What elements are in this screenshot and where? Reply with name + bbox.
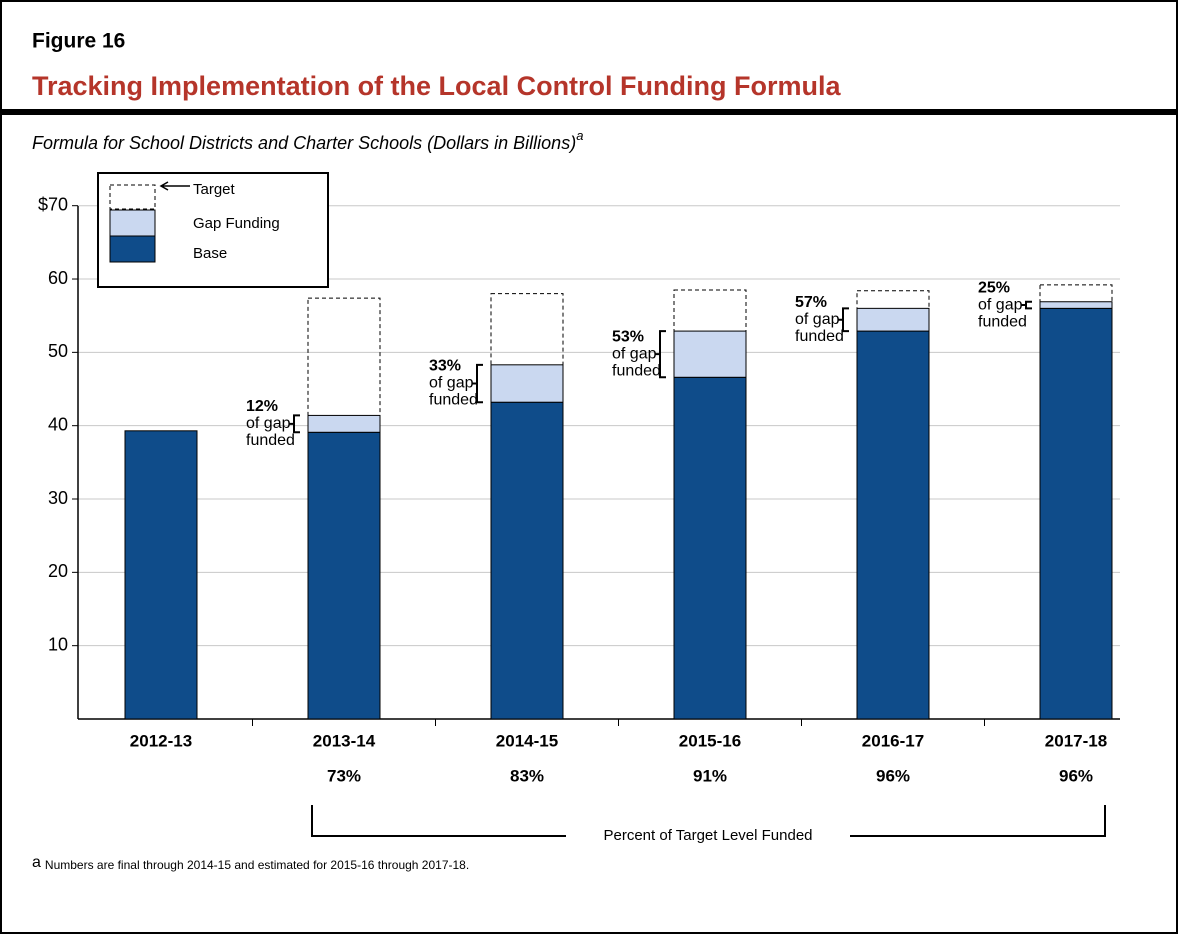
gap-bar bbox=[1039, 301, 1113, 309]
target-funded-pct: 91% bbox=[693, 766, 727, 785]
chart-title: Tracking Implementation of the Local Con… bbox=[32, 71, 842, 101]
gap-bar bbox=[673, 330, 747, 378]
gap-bar bbox=[856, 307, 930, 332]
gap-bar bbox=[307, 414, 381, 433]
legend-swatch bbox=[109, 184, 156, 210]
gap-bracket bbox=[472, 363, 483, 404]
y-tick-label: 50 bbox=[48, 341, 68, 361]
legend-label: Base bbox=[193, 245, 227, 262]
base-bar bbox=[1039, 307, 1113, 720]
target-funded-label-bg bbox=[566, 826, 850, 846]
legend-swatch bbox=[109, 209, 156, 237]
x-tick-label: 2015-16 bbox=[679, 731, 741, 750]
x-tick-label: 2013-14 bbox=[313, 731, 376, 750]
figure-label: Figure 16 bbox=[32, 30, 125, 53]
y-tick-label: 60 bbox=[48, 268, 68, 288]
subtitle-marker: a bbox=[576, 128, 583, 143]
gap-funded-text: of gap bbox=[978, 296, 1023, 313]
gap-funded-text: of gap bbox=[612, 345, 657, 362]
base-bar bbox=[490, 401, 564, 720]
y-tick-label: 10 bbox=[48, 634, 68, 654]
base-bar bbox=[673, 376, 747, 720]
legend-arrow bbox=[159, 181, 190, 191]
gap-bracket bbox=[838, 307, 849, 333]
y-tick-label: $70 bbox=[38, 194, 68, 214]
gap-funded-pct: 25% bbox=[978, 279, 1010, 296]
y-tick-label: 20 bbox=[48, 561, 68, 581]
x-tick-label: 2014-15 bbox=[496, 731, 558, 750]
legend-label: Gap Funding bbox=[193, 215, 280, 232]
gap-funded-text: funded bbox=[978, 313, 1027, 330]
gap-bracket bbox=[1021, 300, 1032, 310]
gap-bracket bbox=[289, 414, 300, 434]
gap-funded-pct: 53% bbox=[612, 328, 644, 345]
subtitle-text: Formula for School Districts and Charter… bbox=[32, 133, 576, 153]
target-funded-label: Percent of Target Level Funded bbox=[603, 827, 812, 844]
y-tick-label: 30 bbox=[48, 488, 68, 508]
footnote: a Numbers are final through 2014-15 and e… bbox=[32, 854, 469, 872]
gap-bracket bbox=[655, 330, 666, 379]
x-tick-label: 2017-18 bbox=[1045, 731, 1107, 750]
x-tick-label: 2012-13 bbox=[130, 731, 192, 750]
base-bar bbox=[856, 330, 930, 720]
gap-funded-text: funded bbox=[246, 432, 295, 449]
target-funded-pct: 73% bbox=[327, 766, 361, 785]
footnote-marker: a bbox=[32, 854, 41, 871]
title-rule bbox=[0, 109, 1178, 115]
target-funded-pct: 96% bbox=[1059, 766, 1093, 785]
y-tick-label: 40 bbox=[48, 414, 68, 434]
gap-funded-text: funded bbox=[795, 328, 844, 345]
target-funded-pct: 96% bbox=[876, 766, 910, 785]
x-tick-label: 2016-17 bbox=[862, 731, 924, 750]
footnote-text: Numbers are final through 2014-15 and es… bbox=[45, 858, 469, 872]
base-bar bbox=[124, 430, 198, 720]
legend-swatch bbox=[109, 235, 156, 263]
gap-funded-text: of gap bbox=[795, 311, 840, 328]
base-bar bbox=[307, 431, 381, 720]
gap-funded-text: funded bbox=[612, 362, 661, 379]
gap-funded-pct: 12% bbox=[246, 398, 278, 415]
gap-funded-text: funded bbox=[429, 392, 478, 409]
gap-funded-pct: 33% bbox=[429, 358, 461, 375]
target-funded-pct: 83% bbox=[510, 766, 544, 785]
gap-funded-text: of gap bbox=[246, 415, 291, 432]
legend-label: Target bbox=[193, 181, 236, 198]
gap-funded-text: of gap bbox=[429, 375, 474, 392]
gap-funded-pct: 57% bbox=[795, 294, 827, 311]
gap-bar bbox=[490, 364, 564, 403]
subtitle: Formula for School Districts and Charter… bbox=[32, 128, 583, 152]
